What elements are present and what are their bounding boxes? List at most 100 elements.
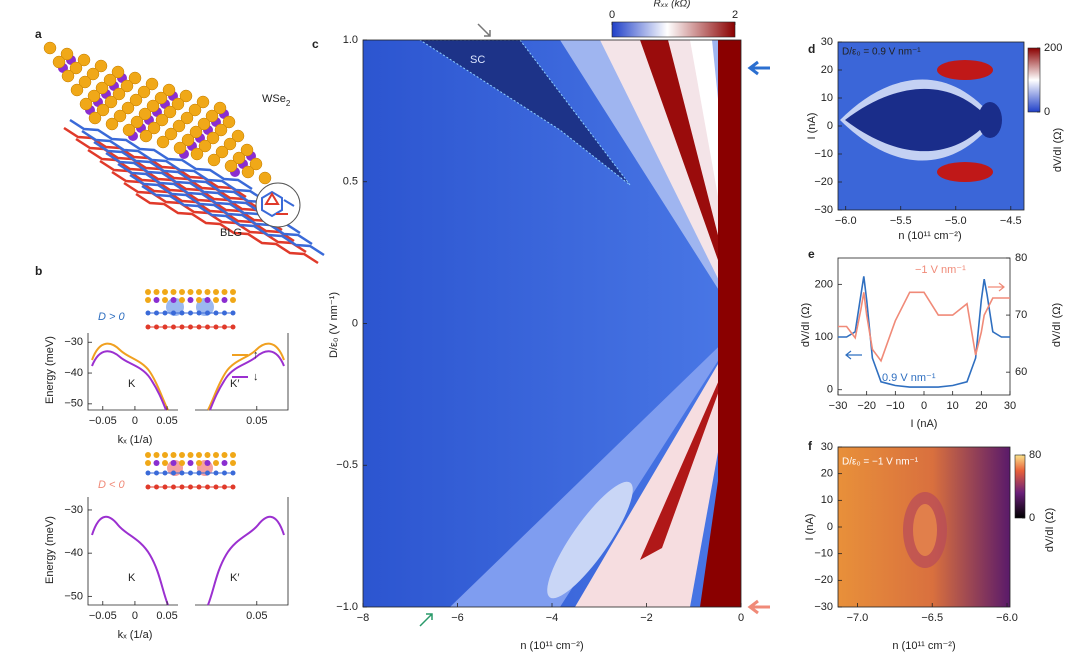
- annotation: 0.9 V nm⁻¹: [882, 372, 936, 384]
- atom: [187, 460, 194, 466]
- x-tick-label: 0.05: [156, 610, 177, 622]
- atom: [94, 59, 108, 73]
- lattice-inset: [145, 289, 236, 490]
- atom: [52, 55, 66, 69]
- x-tick-label: −5.0: [945, 215, 967, 227]
- atom: [154, 91, 168, 105]
- y-tick-label: 10: [821, 494, 833, 506]
- atom: [43, 41, 57, 55]
- colorbar-tick-label: 0: [1044, 106, 1050, 118]
- atom: [213, 289, 219, 295]
- arrow: [988, 282, 1005, 292]
- atom: [86, 67, 100, 81]
- y-axis-label: dV/dI (Ω): [800, 303, 812, 347]
- annotation: D > 0: [98, 311, 125, 323]
- atom: [205, 109, 219, 123]
- panel-label: d: [808, 42, 815, 56]
- atom: [179, 89, 193, 103]
- y-tick-label: 200: [815, 278, 833, 290]
- heatmap-f: [838, 447, 1010, 607]
- y-axis-label: Energy (meV): [44, 516, 56, 584]
- y-tick-label: −50: [64, 398, 83, 410]
- y-tick-label: −30: [814, 601, 833, 613]
- atom: [230, 297, 236, 303]
- x-axis-label: n (10¹¹ cm⁻²): [520, 640, 583, 652]
- lattice-bond: [135, 192, 319, 265]
- x-axis-label: I (nA): [911, 418, 938, 430]
- y-tick-label: −20: [814, 574, 833, 586]
- y-tick-label: 30: [821, 441, 833, 453]
- atom: [221, 289, 228, 295]
- atom: [170, 452, 177, 458]
- valley-label: K′: [230, 572, 239, 584]
- atom: [197, 117, 211, 131]
- atom: [196, 297, 202, 303]
- x-tick-label: −6.0: [835, 215, 857, 227]
- x-tick-label: −20: [857, 400, 876, 412]
- atom: [179, 460, 185, 466]
- x-axis-label: kₓ (1/a): [118, 629, 153, 641]
- atom: [162, 83, 176, 97]
- x-tick-label: 0: [132, 610, 138, 622]
- atom: [241, 165, 255, 179]
- atom: [231, 129, 245, 143]
- y-axis-label: I (nA): [806, 113, 818, 140]
- atom: [162, 452, 168, 458]
- y-tick-label: −30: [814, 204, 833, 216]
- y-tick-label: −40: [64, 547, 83, 559]
- x-tick-label: −6.0: [996, 612, 1018, 624]
- x-tick-label: −10: [886, 400, 905, 412]
- atom: [214, 123, 228, 137]
- x-tick-label: −4.5: [1000, 215, 1022, 227]
- atom: [153, 460, 160, 466]
- atom: [128, 71, 142, 85]
- atom: [153, 297, 160, 303]
- colorbar: [1014, 454, 1026, 519]
- atom: [103, 73, 117, 87]
- atom: [215, 145, 229, 159]
- x-tick-label: −6.5: [921, 612, 943, 624]
- y-tick-label: −1.0: [336, 601, 358, 613]
- lattice-bond: [93, 140, 277, 213]
- atom: [153, 289, 160, 295]
- atom: [180, 111, 194, 125]
- x-tick-label: 10: [947, 400, 959, 412]
- y-tick-label: 100: [815, 331, 833, 343]
- atom: [138, 107, 152, 121]
- atom: [188, 103, 202, 117]
- arrow: [747, 60, 770, 76]
- atom: [196, 95, 210, 109]
- atom: [187, 289, 194, 295]
- y2-tick-label: 80: [1015, 252, 1027, 264]
- atom: [163, 105, 177, 119]
- colorbar-label: dV/dI (Ω): [1052, 128, 1064, 172]
- y-tick-label: 0: [827, 521, 833, 533]
- y-tick-label: −30: [64, 336, 83, 348]
- y2-tick-label: 60: [1015, 366, 1027, 378]
- atom: [187, 452, 194, 458]
- panel-label: b: [35, 264, 42, 278]
- atom: [153, 452, 160, 458]
- atom: [171, 97, 185, 111]
- atom: [88, 111, 102, 125]
- atom: [60, 47, 74, 61]
- atom: [189, 125, 203, 139]
- atom: [204, 460, 211, 466]
- x-tick-label: −2: [640, 612, 653, 624]
- arrow: [419, 613, 433, 627]
- atom: [164, 127, 178, 141]
- x-tick-label: −6: [451, 612, 464, 624]
- heatmap-c: [363, 40, 741, 607]
- x-axis-label: n (10¹¹ cm⁻²): [898, 230, 961, 242]
- x-tick-label: −30: [829, 400, 848, 412]
- x-tick-label: 0.05: [246, 415, 267, 427]
- y-tick-label: 0: [827, 384, 833, 396]
- atom: [170, 460, 177, 466]
- atom: [170, 289, 177, 295]
- lattice: [43, 41, 325, 265]
- lattice-bond: [81, 129, 265, 202]
- y-tick-label: 0: [827, 120, 833, 132]
- inset-lattice: [264, 192, 288, 215]
- x-axis-label: kₓ (1/a): [118, 434, 153, 446]
